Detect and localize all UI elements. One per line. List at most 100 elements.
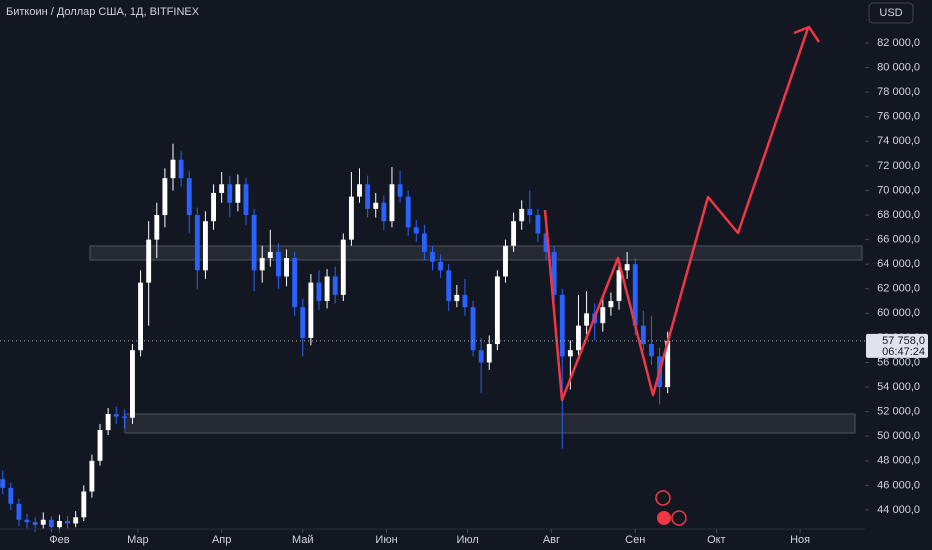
last-price-box xyxy=(866,333,928,358)
event-icon xyxy=(671,510,687,526)
candle-body xyxy=(162,178,168,216)
candle-body xyxy=(649,344,654,357)
currency-button[interactable] xyxy=(868,2,914,24)
candle-body xyxy=(340,239,346,295)
candle-body xyxy=(235,184,241,203)
candle-body xyxy=(219,184,225,193)
x-tick-label: Окт xyxy=(707,534,726,546)
candle-body xyxy=(8,487,14,504)
candle-body xyxy=(389,184,395,222)
candle-body xyxy=(543,233,549,252)
candle-body xyxy=(57,520,62,528)
candle-body xyxy=(632,264,638,326)
candle-body xyxy=(178,159,184,179)
chart-title: Биткоин / Доллар США, 1Д, BITFINEX xyxy=(6,6,200,18)
candle-body xyxy=(89,460,95,492)
x-tick-label: Июл xyxy=(456,534,478,546)
candle-body xyxy=(446,270,452,302)
candle-body xyxy=(486,344,492,363)
candle-body xyxy=(624,264,630,271)
candle-body xyxy=(600,307,606,324)
candle-body xyxy=(259,258,265,271)
candle-body xyxy=(203,221,208,271)
candle-body xyxy=(348,196,354,240)
candle-body xyxy=(324,276,330,302)
candle-body xyxy=(438,261,444,271)
y-tick-label: 62 000,0 xyxy=(877,283,920,295)
candle-body xyxy=(332,276,338,295)
candle-body xyxy=(373,202,379,209)
candle-body xyxy=(365,184,371,209)
y-tick-label: 72 000,0 xyxy=(877,160,920,172)
forecast-arrow xyxy=(793,25,821,43)
candle-body xyxy=(494,276,500,345)
event-icon xyxy=(655,490,671,506)
candle-body xyxy=(665,340,671,388)
resistance-zone xyxy=(89,245,863,261)
candle-body xyxy=(551,251,557,295)
candle-body xyxy=(16,503,22,520)
candle-body xyxy=(527,208,533,216)
candle-body xyxy=(308,282,314,338)
y-tick-label: 82 000,0 xyxy=(877,37,920,49)
candle-body xyxy=(170,159,176,179)
y-tick-label: 76 000,0 xyxy=(877,111,920,123)
candle-body xyxy=(275,251,281,277)
candle-body xyxy=(381,202,387,222)
event-icon xyxy=(657,511,671,525)
candle-body xyxy=(421,233,427,252)
candle-body xyxy=(413,227,419,234)
candle-body xyxy=(462,294,468,308)
forecast-path xyxy=(543,27,810,402)
candle-body xyxy=(130,350,135,418)
currency-label[interactable]: USD xyxy=(879,7,902,19)
x-tick-label: Мар xyxy=(127,534,149,546)
x-tick-label: Фев xyxy=(49,534,69,546)
candle-body xyxy=(65,520,71,524)
candle-body xyxy=(211,192,216,222)
candle-body xyxy=(300,307,306,338)
candle-body xyxy=(0,479,6,488)
candle-body xyxy=(154,215,160,240)
y-tick-label: 52 000,0 xyxy=(877,406,920,418)
candle-body xyxy=(535,215,541,234)
x-tick-label: Авг xyxy=(543,534,560,546)
candle-body xyxy=(146,239,152,283)
candle-body xyxy=(316,282,322,302)
last-price-label: 57 758,0 xyxy=(882,335,925,347)
y-tick-label: 70 000,0 xyxy=(877,184,920,196)
candle-body xyxy=(48,519,54,528)
x-tick-label: Сен xyxy=(625,534,645,546)
y-tick-label: 68 000,0 xyxy=(877,209,920,221)
price-axis xyxy=(865,0,932,550)
axes: 44 000,0 46 000,0 48 000,0 50 000,0 52 000,0… xyxy=(49,37,920,546)
countdown: 06:47:24 xyxy=(882,346,925,358)
candle-body xyxy=(97,430,103,461)
candle-body xyxy=(511,221,517,246)
candle-body xyxy=(121,416,127,418)
candles xyxy=(0,143,671,533)
candle-body xyxy=(138,282,143,351)
candle-body xyxy=(616,270,622,302)
y-tick-label: 80 000,0 xyxy=(877,61,920,73)
support-zone xyxy=(124,413,856,434)
candle-body xyxy=(81,491,87,518)
candle-body xyxy=(113,414,119,417)
candle-body xyxy=(357,184,362,197)
candle-body xyxy=(397,184,403,197)
candle-body xyxy=(519,208,525,222)
y-tick-label: 54 000,0 xyxy=(877,381,920,393)
y-tick-label: 60 000,0 xyxy=(877,307,920,319)
candle-body xyxy=(267,251,273,259)
candle-body xyxy=(251,215,257,271)
y-tick-label: 78 000,0 xyxy=(877,86,920,98)
candle-body xyxy=(608,301,614,308)
candle-body xyxy=(40,519,46,525)
candle-body xyxy=(567,350,573,357)
y-tick-label: 74 000,0 xyxy=(877,135,920,147)
x-tick-label: Апр xyxy=(212,534,231,546)
candle-body xyxy=(454,294,460,302)
candle-body xyxy=(576,325,581,351)
